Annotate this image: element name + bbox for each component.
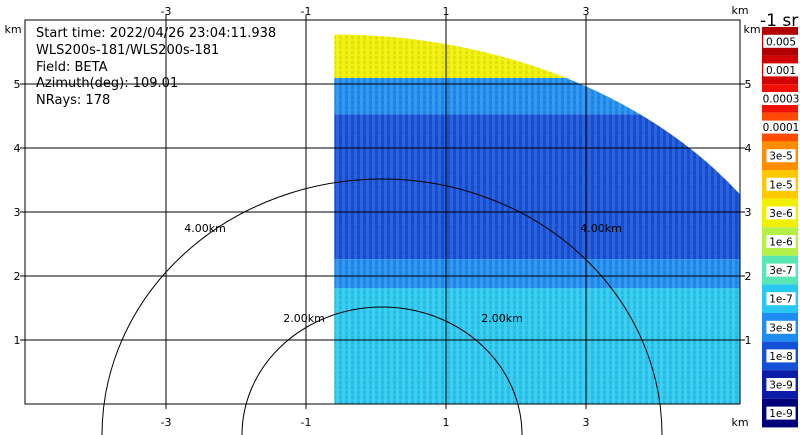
colorbar-label: 1e-5 (769, 179, 793, 191)
y-tick-right: 2 (745, 270, 752, 283)
x-tick-top: -3 (161, 5, 172, 18)
colorbar-label-bg (766, 320, 796, 334)
ring-label-2km-right: 2.00km (481, 312, 523, 325)
y-tick-right: 3 (745, 206, 752, 219)
x-tick-bottom: 1 (443, 416, 450, 429)
ring-labels: 2.00km 2.00km 4.00km 4.00km (184, 222, 622, 325)
colorbar-label: 1e-9 (769, 408, 793, 420)
colorbar-label: 3e-5 (769, 151, 793, 163)
colorbar-label: 3e-8 (769, 322, 793, 334)
colorbar-label-bg (766, 206, 796, 220)
ring-label-4km-left: 4.00km (184, 222, 226, 235)
range-ring-4km (101, 178, 663, 435)
colorbar-label: 0.0003 (763, 94, 800, 106)
x-tick-top: -1 (301, 5, 312, 18)
range-rings (101, 178, 663, 435)
colorbar-label-bg (766, 349, 796, 363)
x-tick-top: 1 (443, 5, 450, 18)
colorbar-label-bg (760, 92, 800, 105)
tick-labels: -3 -1 1 3 km -3 -1 1 3 km 1 2 3 4 5 km 1… (4, 4, 760, 429)
colorbar-label: 1e-7 (769, 294, 793, 306)
ring-label-2km-left: 2.00km (283, 312, 325, 325)
y-tick-right: 5 (745, 78, 752, 91)
grid-lines (25, 20, 740, 404)
colorbar-label-bg (766, 378, 796, 391)
ring-label-4km-right: 4.00km (580, 222, 622, 235)
colorbar-label-bg (766, 263, 796, 277)
x-tick-top: 3 (583, 5, 590, 18)
colorbar-label-bg (766, 292, 796, 306)
x-unit-top: km (731, 4, 748, 17)
colorbar-label-bg (760, 120, 800, 134)
colorbar-label-bg (763, 34, 799, 48)
colorbar-label-bg (766, 406, 796, 420)
y-tick-right: 1 (745, 334, 752, 347)
colorbar-label: 1e-6 (769, 237, 793, 249)
y-tick-right: 4 (745, 142, 752, 155)
colorbar-title: -1 sr (760, 11, 798, 31)
field-text: Field: BETA (36, 60, 108, 75)
axis-ticks (20, 15, 745, 409)
colorbar-label: 3e-6 (769, 208, 793, 220)
y-tick-left: 1 (14, 334, 21, 347)
nrays-text: NRays: 178 (36, 93, 111, 108)
texture-overlay (334, 34, 740, 404)
x-tick-bottom: 3 (583, 416, 590, 429)
backscatter-sector (334, 34, 740, 404)
x-unit-bottom: km (731, 416, 748, 429)
y-tick-left: 2 (14, 270, 21, 283)
start-time-text: Start time: 2022/04/26 23:04:11.938 (36, 26, 277, 41)
colorbar: 0.005 0.001 0.0003 0.0001 3e-5 1e-5 3e-6 1e-6 3e… (760, 27, 800, 428)
colorbar-label: 0.005 (766, 36, 796, 48)
y-tick-left: 4 (14, 142, 21, 155)
station-text: WLS200s-181/WLS200s-181 (36, 43, 220, 58)
azimuth-text: Azimuth(deg): 109.01 (36, 76, 179, 91)
colorbar-label: 0.0001 (763, 122, 800, 134)
colorbar-label: 3e-9 (769, 380, 793, 392)
y-unit-left: km (4, 23, 21, 36)
colorbar-label-bg (766, 177, 796, 191)
colorbar-label: 1e-8 (769, 351, 793, 363)
colorbar-label: 3e-7 (769, 265, 793, 277)
y-tick-left: 3 (14, 206, 21, 219)
x-tick-bottom: -1 (301, 416, 312, 429)
colorbar-label-bg (766, 235, 796, 248)
y-tick-left: 5 (14, 78, 21, 91)
colorbar-label: 0.001 (766, 65, 796, 77)
range-ring-2km (241, 306, 523, 435)
colorbar-label-bg (766, 149, 796, 163)
x-tick-bottom: -3 (161, 416, 172, 429)
colorbar-label-bg (763, 63, 799, 77)
y-unit-right: km (743, 23, 760, 36)
